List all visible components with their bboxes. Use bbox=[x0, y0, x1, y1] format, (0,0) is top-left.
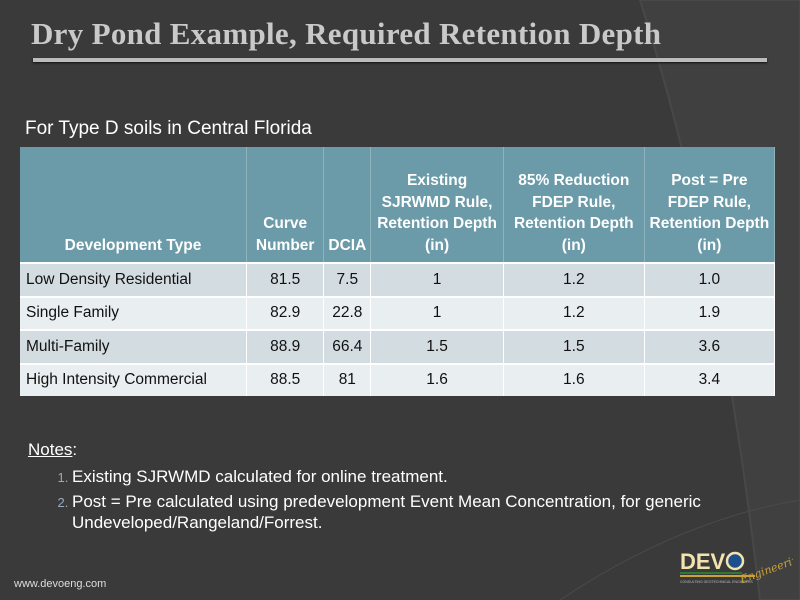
table-row: Single Family 82.9 22.8 1 1.2 1.9 bbox=[20, 295, 776, 330]
table-cell: 66.4 bbox=[323, 329, 372, 364]
table-cell: 3.4 bbox=[644, 362, 776, 396]
svg-text:CONSULTING GEOTECHNICAL ENGINE: CONSULTING GEOTECHNICAL ENGINEERS bbox=[680, 580, 753, 584]
slide-subtitle: For Type D soils in Central Florida bbox=[25, 118, 312, 139]
retention-depth-table: Development Type Curve Number DCIA Exist… bbox=[20, 147, 776, 396]
note-item: Existing SJRWMD calculated for online tr… bbox=[72, 466, 782, 487]
table-cell: High Intensity Commercial bbox=[20, 362, 247, 396]
table-cell: Multi-Family bbox=[20, 329, 247, 364]
table-row: Low Density Residential 81.5 7.5 1 1.2 1… bbox=[20, 262, 776, 297]
table-header-row: Development Type Curve Number DCIA Exist… bbox=[20, 147, 776, 263]
devo-logo: DEV CONSULTING GEOTECHNICAL ENGINEERS En… bbox=[680, 549, 793, 587]
header-cell: Curve Number bbox=[246, 147, 325, 263]
table-cell: 88.9 bbox=[246, 329, 325, 364]
table-cell: 81 bbox=[323, 362, 372, 396]
table-cell: 1.6 bbox=[503, 362, 645, 396]
notes-colon: : bbox=[72, 440, 78, 459]
svg-text:Engineering: Engineering bbox=[737, 551, 793, 587]
header-cell: Post = Pre FDEP Rule, Retention Depth (i… bbox=[644, 147, 776, 263]
table-cell: 1.0 bbox=[644, 262, 776, 297]
table-cell: 88.5 bbox=[246, 362, 325, 396]
table-cell: 81.5 bbox=[246, 262, 325, 297]
notes-list: Existing SJRWMD calculated for online tr… bbox=[28, 466, 782, 533]
svg-text:DEV: DEV bbox=[680, 549, 726, 574]
notes-title: Notes bbox=[28, 440, 73, 459]
table-cell: 1.5 bbox=[370, 329, 504, 364]
table-cell: 82.9 bbox=[246, 295, 325, 330]
header-cell: 85% Reduction FDEP Rule, Retention Depth… bbox=[503, 147, 645, 263]
table-cell: 7.5 bbox=[323, 262, 372, 297]
table-cell: 1.2 bbox=[503, 262, 645, 297]
footer-url: www.devoeng.com bbox=[14, 578, 107, 590]
table-cell: Low Density Residential bbox=[20, 262, 247, 297]
table-cell: 3.6 bbox=[644, 329, 776, 364]
header-cell: Development Type bbox=[20, 147, 247, 263]
slide-title: Dry Pond Example, Required Retention Dep… bbox=[31, 16, 662, 51]
note-item: Post = Pre calculated using predevelopme… bbox=[72, 491, 782, 533]
table-cell: 1 bbox=[370, 262, 504, 297]
table-cell: 1.5 bbox=[503, 329, 645, 364]
table-cell: 1 bbox=[370, 295, 504, 330]
notes-section: Notes: Existing SJRWMD calculated for on… bbox=[28, 440, 782, 537]
table-cell: 22.8 bbox=[323, 295, 372, 330]
table-row: Multi-Family 88.9 66.4 1.5 1.5 3.6 bbox=[20, 329, 776, 364]
title-divider bbox=[33, 58, 767, 62]
table-row: High Intensity Commercial 88.5 81 1.6 1.… bbox=[20, 362, 776, 396]
table-cell: 1.6 bbox=[370, 362, 504, 396]
header-cell: DCIA bbox=[323, 147, 372, 263]
table-cell: 1.2 bbox=[503, 295, 645, 330]
table-cell: Single Family bbox=[20, 295, 247, 330]
table-cell: 1.9 bbox=[644, 295, 776, 330]
header-cell: Existing SJRWMD Rule, Retention Depth (i… bbox=[370, 147, 504, 263]
